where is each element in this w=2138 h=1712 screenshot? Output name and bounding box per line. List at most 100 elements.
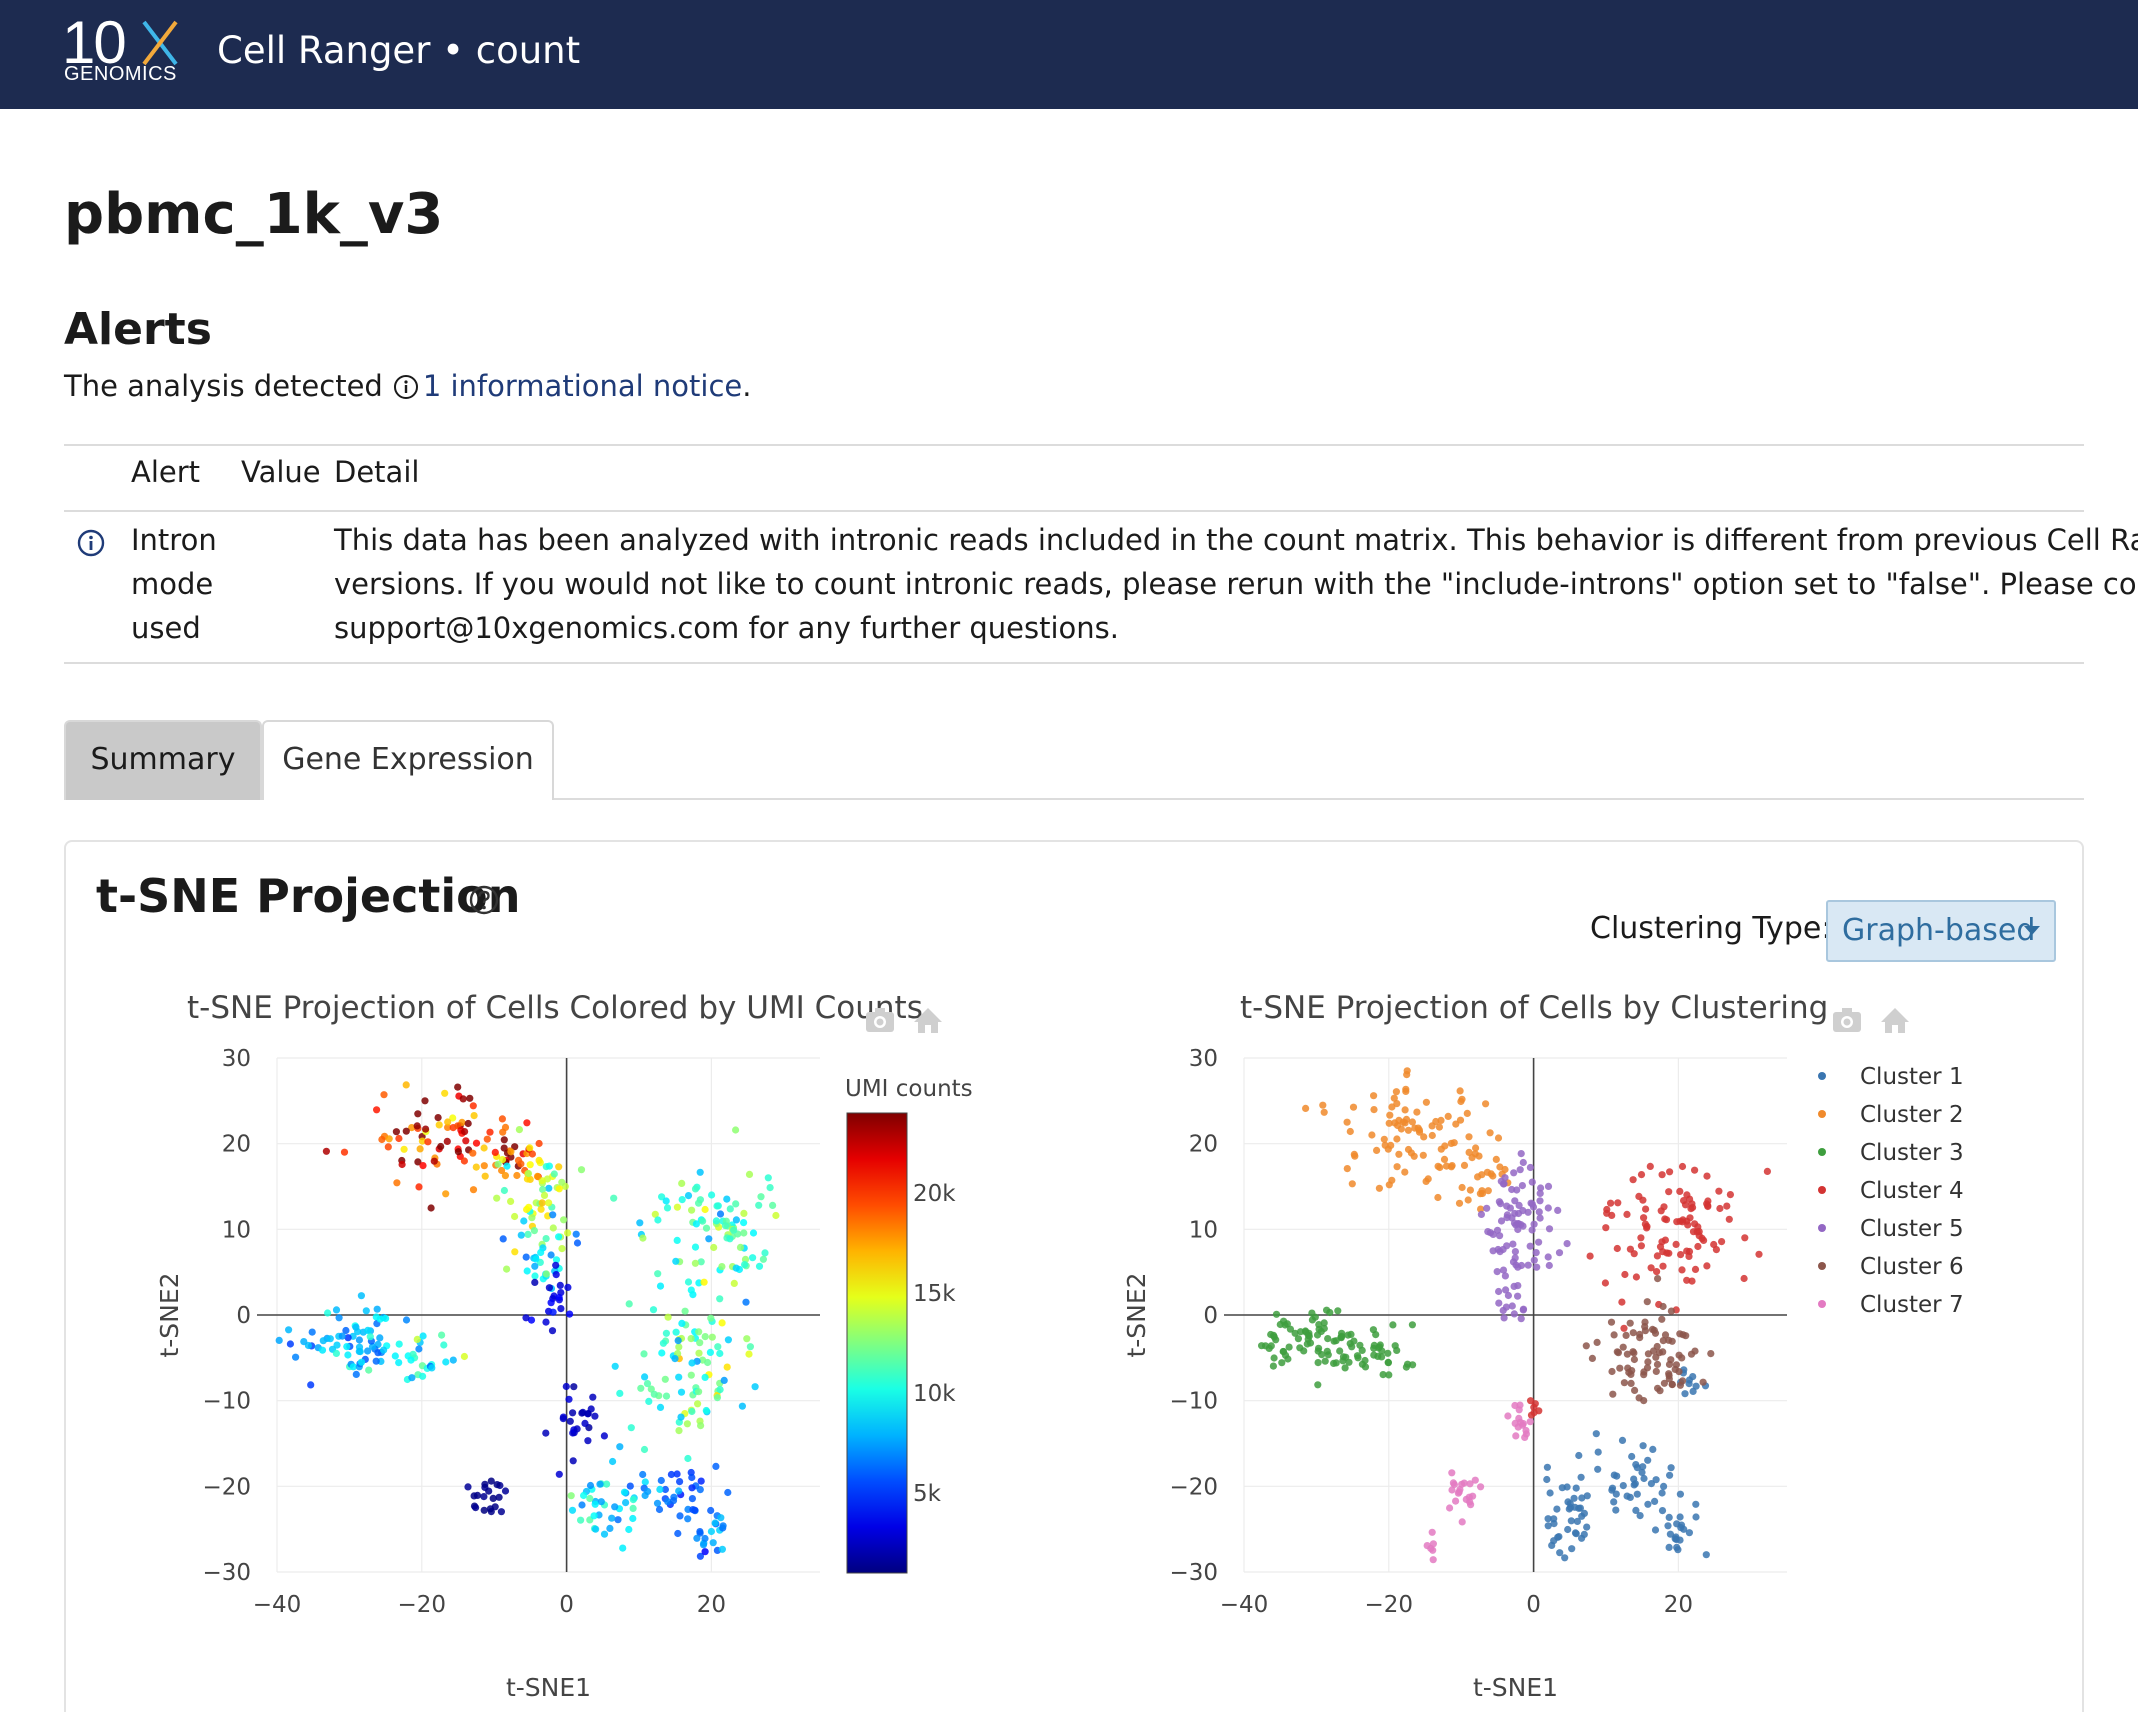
- tsne-card-title: t-SNE Projection: [96, 869, 521, 923]
- cluster-point: [1324, 1351, 1332, 1359]
- cell-point: [537, 1248, 545, 1257]
- cluster-point: [1349, 1103, 1358, 1111]
- cell-point: [724, 1336, 733, 1344]
- series-cluster-4: [1527, 1162, 1771, 1419]
- cell-point: [673, 1236, 681, 1244]
- cluster-point: [1477, 1483, 1485, 1491]
- cell-point: [355, 1343, 364, 1351]
- cluster-point: [1656, 1243, 1665, 1251]
- cluster-point: [1435, 1123, 1443, 1131]
- cell-point: [535, 1139, 543, 1148]
- clustering-type-dropdown[interactable]: Graph-based: [1826, 900, 2056, 962]
- cluster-point: [1635, 1192, 1643, 1200]
- cell-point: [578, 1501, 586, 1509]
- cluster-point: [1715, 1187, 1723, 1195]
- cluster-point: [1403, 1067, 1411, 1075]
- cluster-point: [1379, 1371, 1387, 1379]
- cell-point: [491, 1503, 499, 1511]
- cluster-point: [1528, 1226, 1536, 1234]
- cell-point: [649, 1306, 658, 1314]
- cell-point: [395, 1359, 403, 1367]
- cluster-point: [1692, 1382, 1700, 1390]
- cell-point: [380, 1091, 388, 1099]
- x-tick-label: 20: [1664, 1592, 1693, 1618]
- cell-point: [761, 1249, 769, 1257]
- cell-point: [706, 1348, 715, 1356]
- legend-marker: [1818, 1262, 1826, 1270]
- colorbar-tick-label: 15k: [913, 1281, 956, 1307]
- cluster-point: [1629, 1176, 1637, 1184]
- cluster-point: [1506, 1204, 1514, 1212]
- cell-point: [667, 1470, 676, 1479]
- cell-point: [531, 1278, 539, 1286]
- cluster-point: [1575, 1451, 1583, 1460]
- cluster-point: [1477, 1205, 1485, 1213]
- cell-point: [440, 1341, 448, 1349]
- home-icon: [1881, 1008, 1909, 1033]
- cell-point: [552, 1256, 561, 1264]
- cluster-point: [1370, 1092, 1378, 1100]
- 10x-genomics-logo[interactable]: 10 GENOMICS: [60, 8, 180, 90]
- cluster-point: [1592, 1430, 1600, 1438]
- logo-number: 10: [62, 9, 127, 76]
- cluster-point: [1543, 1463, 1551, 1471]
- cell-point: [629, 1496, 637, 1504]
- cell-point: [637, 1384, 645, 1392]
- cell-point: [398, 1160, 406, 1169]
- cell-point: [675, 1487, 683, 1495]
- tab-summary[interactable]: Summary: [64, 720, 262, 800]
- cluster-point: [1678, 1162, 1687, 1171]
- cluster-point: [1489, 1230, 1497, 1238]
- cluster-point: [1659, 1348, 1667, 1356]
- cluster-point: [1716, 1204, 1724, 1213]
- cluster-point: [1601, 1279, 1609, 1287]
- cluster-point: [1484, 1228, 1492, 1236]
- cluster-point: [1462, 1495, 1470, 1503]
- cell-point: [614, 1516, 622, 1524]
- alert-name-line: Intron: [131, 523, 217, 557]
- tab-gene-expression[interactable]: Gene Expression: [262, 720, 554, 800]
- cell-point: [449, 1114, 457, 1122]
- cell-point: [372, 1357, 380, 1365]
- cell-point: [701, 1333, 709, 1341]
- cluster-point: [1401, 1106, 1409, 1114]
- cell-point: [464, 1483, 472, 1491]
- cell-point: [664, 1498, 672, 1506]
- cluster-point: [1662, 1216, 1671, 1224]
- cluster-point: [1658, 1507, 1667, 1515]
- cluster-point: [1659, 1337, 1667, 1345]
- cluster-point: [1389, 1321, 1397, 1329]
- cluster-point: [1415, 1128, 1424, 1136]
- cell-point: [513, 1171, 521, 1180]
- y-tick-label: −30: [1169, 1560, 1218, 1586]
- cell-point: [545, 1284, 553, 1292]
- cell-point: [600, 1432, 608, 1440]
- cell-point: [338, 1332, 346, 1340]
- cell-point: [705, 1235, 713, 1243]
- cell-point: [344, 1351, 352, 1359]
- cluster-point: [1660, 1482, 1668, 1490]
- cluster-point: [1326, 1308, 1334, 1317]
- help-icon[interactable]: [468, 884, 500, 916]
- informational-notice-link[interactable]: 1 informational notice: [422, 369, 743, 403]
- cell-point: [555, 1470, 563, 1478]
- cell-point: [430, 1157, 438, 1165]
- cell-point: [376, 1334, 384, 1342]
- cluster-point: [1612, 1490, 1620, 1498]
- cluster-point: [1693, 1228, 1701, 1236]
- cluster-point: [1630, 1250, 1638, 1258]
- cluster-point: [1392, 1088, 1400, 1096]
- cell-point: [441, 1089, 449, 1097]
- cluster-point: [1653, 1252, 1661, 1260]
- cell-point: [542, 1270, 550, 1278]
- cell-point: [641, 1478, 649, 1486]
- cluster-point: [1428, 1131, 1436, 1140]
- cell-point: [656, 1282, 665, 1290]
- cell-point: [596, 1480, 604, 1488]
- x-axis-label: t-SNE1: [506, 1673, 591, 1702]
- cluster-point: [1703, 1172, 1711, 1180]
- cluster-point: [1270, 1354, 1278, 1362]
- cluster-point: [1281, 1351, 1290, 1359]
- alerts-col-value: Value: [241, 455, 321, 489]
- cluster-point: [1514, 1263, 1522, 1271]
